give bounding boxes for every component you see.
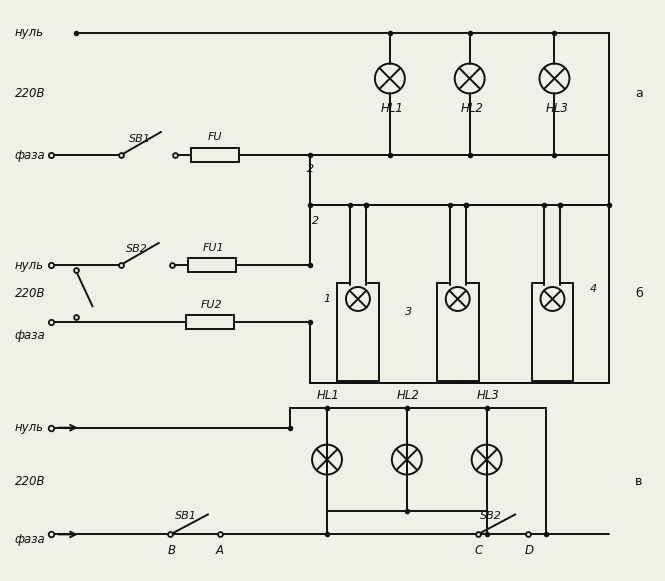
- Text: 2: 2: [312, 216, 319, 226]
- Text: нуль: нуль: [15, 259, 44, 271]
- Text: HL2: HL2: [397, 389, 420, 402]
- Text: фаза: фаза: [15, 533, 45, 546]
- Text: D: D: [525, 544, 533, 557]
- Text: FU1: FU1: [202, 243, 224, 253]
- Text: FU: FU: [207, 132, 222, 142]
- Text: фаза: фаза: [15, 329, 45, 342]
- Text: SB2: SB2: [126, 244, 148, 254]
- Text: в: в: [635, 475, 642, 487]
- Text: B: B: [168, 544, 176, 557]
- Text: SB1: SB1: [128, 134, 150, 144]
- Text: 1: 1: [323, 294, 330, 304]
- Text: C: C: [475, 544, 483, 557]
- Text: HL1: HL1: [317, 389, 340, 402]
- Text: 3: 3: [405, 307, 412, 317]
- Text: HL3: HL3: [477, 389, 499, 402]
- Bar: [192, 148, 239, 162]
- Text: HL2: HL2: [461, 102, 483, 115]
- Bar: [188, 258, 236, 272]
- Text: а: а: [635, 88, 643, 101]
- Text: 4: 4: [589, 284, 597, 294]
- Text: 220В: 220В: [15, 475, 45, 487]
- Text: б: б: [635, 288, 643, 300]
- Text: фаза: фаза: [15, 149, 45, 162]
- Text: SB2: SB2: [479, 511, 501, 522]
- Text: нуль: нуль: [15, 421, 44, 434]
- Text: HL3: HL3: [545, 102, 569, 115]
- Text: A: A: [215, 544, 223, 557]
- Text: FU2: FU2: [200, 300, 222, 310]
- Bar: [186, 315, 234, 329]
- Text: 220В: 220В: [15, 88, 45, 101]
- Text: нуль: нуль: [15, 26, 44, 39]
- Text: 220В: 220В: [15, 287, 45, 300]
- Text: 2: 2: [307, 164, 314, 174]
- Text: SB1: SB1: [176, 511, 198, 522]
- Text: HL1: HL1: [381, 102, 404, 115]
